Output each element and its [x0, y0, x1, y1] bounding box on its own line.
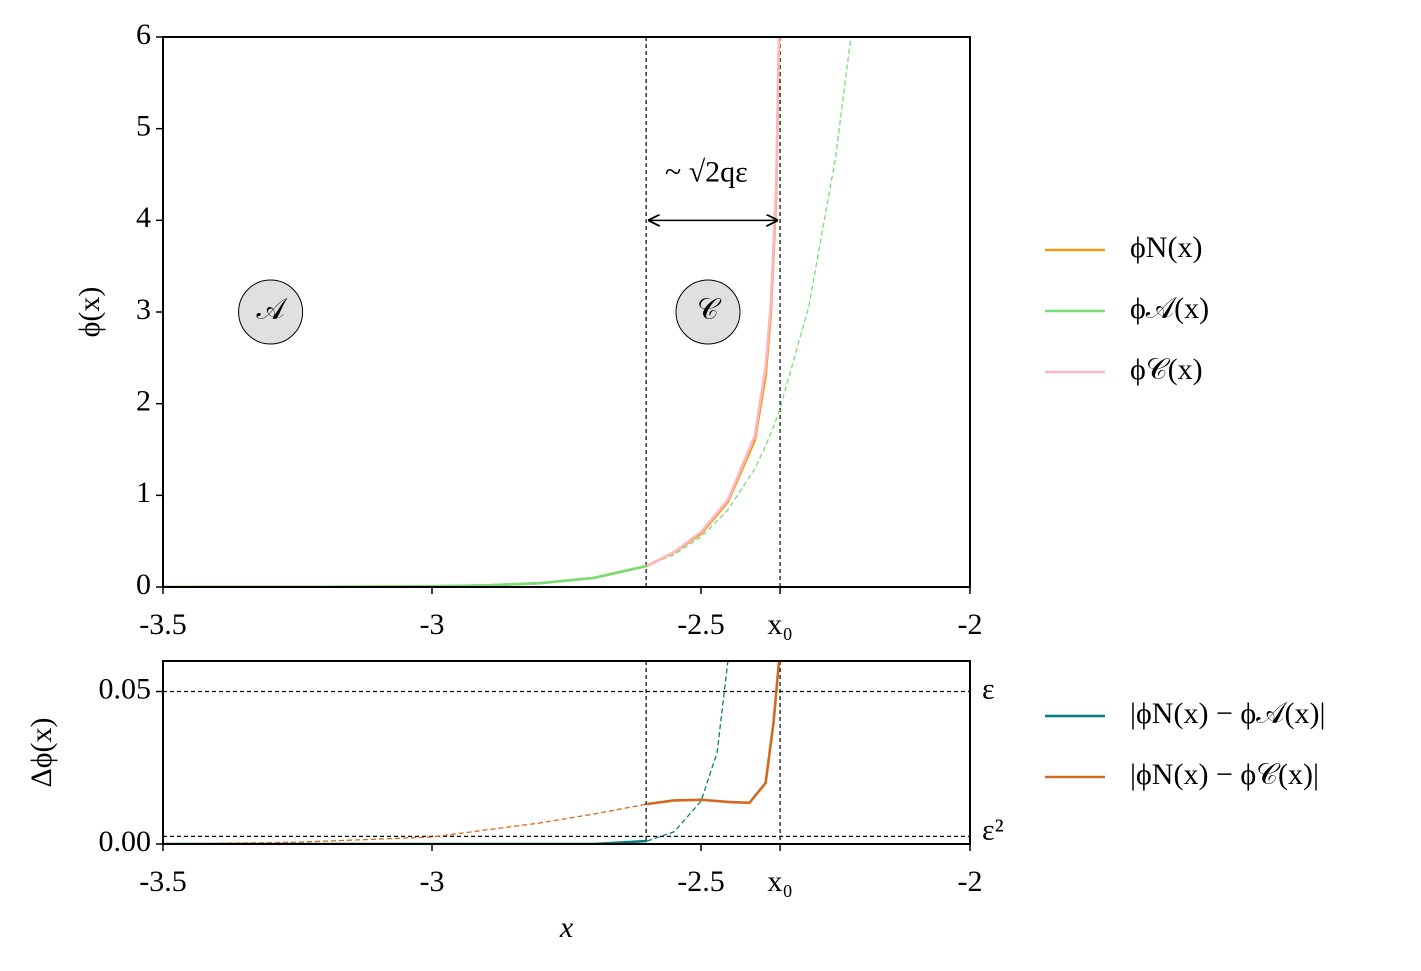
- y-tick-label: 5: [136, 110, 151, 143]
- region-marker: [238, 279, 304, 345]
- series-line: [163, 564, 648, 587]
- reference-label: ε: [982, 672, 995, 705]
- y-tick-label: 0: [136, 568, 151, 601]
- y-tick-label: 2: [136, 385, 151, 418]
- y-tick-label: 0.00: [99, 825, 152, 858]
- x-tick-label: -3.5: [139, 608, 187, 641]
- x-tick-label: x₀: [767, 865, 792, 898]
- legend-label: ϕ𝒜(x): [1130, 292, 1209, 325]
- axes-frame: [162, 660, 971, 845]
- y-tick-label: 3: [136, 293, 151, 326]
- y-tick-label: 6: [136, 18, 151, 51]
- series-line: [163, 803, 648, 844]
- y-tick-label: 4: [136, 201, 151, 234]
- y-tick-label: 1: [136, 476, 151, 509]
- x-tick-label: -3.5: [139, 865, 187, 898]
- series-line: [647, 661, 781, 806]
- reference-label: ε²: [982, 813, 1004, 846]
- plot-area: [163, 661, 970, 844]
- region-marker: [675, 279, 741, 345]
- y-axis-label: ϕ(x): [73, 287, 106, 338]
- y-tick-label: 0.05: [99, 672, 152, 705]
- series-line: [646, 661, 729, 842]
- region-label: 𝒜: [256, 293, 288, 326]
- legend-label: |ϕN(x) − ϕ𝒞(x)|: [1130, 758, 1319, 791]
- axes-frame: [162, 36, 971, 588]
- x-tick-label: -3: [420, 608, 445, 641]
- legend-label: ϕN(x): [1130, 231, 1202, 264]
- series-line: [163, 564, 648, 587]
- x-axis-label: x: [559, 911, 574, 944]
- annotation: ~ √2qε: [665, 155, 748, 188]
- region-label: 𝒞: [697, 293, 722, 326]
- x-tick-label: -2.5: [677, 865, 725, 898]
- y-axis-label: Δϕ(x): [25, 717, 58, 787]
- x-tick-label: x₀: [767, 608, 792, 641]
- legend-label: ϕ𝒞(x): [1130, 353, 1203, 386]
- legend-label: |ϕN(x) − ϕ𝒜(x)|: [1130, 697, 1326, 730]
- x-tick-label: -2: [958, 865, 983, 898]
- series-line: [646, 37, 852, 567]
- x-tick-label: -2: [958, 608, 983, 641]
- x-tick-label: -3: [420, 865, 445, 898]
- x-tick-label: -2.5: [677, 608, 725, 641]
